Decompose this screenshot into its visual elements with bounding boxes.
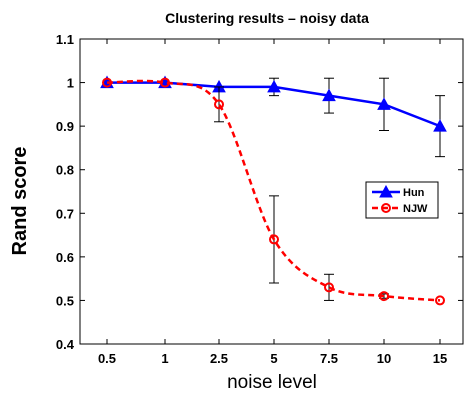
data-point	[435, 295, 445, 306]
x-tick-label: 7.5	[320, 351, 338, 366]
data-point	[322, 88, 336, 102]
series-layer	[100, 75, 447, 306]
x-tick-label: 2.5	[210, 351, 228, 366]
data-point	[433, 119, 447, 132]
y-tick-label: 0.8	[56, 163, 74, 178]
y-tick-label: 1	[67, 76, 74, 91]
data-point	[379, 291, 389, 302]
y-tick-label: 0.9	[56, 119, 74, 134]
x-tick-label: 0.5	[98, 351, 116, 366]
y-tick-label: 0.4	[56, 337, 75, 352]
y-axis-label: Rand score	[9, 147, 31, 256]
data-point	[102, 77, 112, 88]
data-point	[267, 79, 281, 93]
x-tick-label: 1	[161, 351, 168, 366]
series-njw	[102, 77, 445, 306]
y-tick-label: 0.6	[56, 250, 74, 265]
x-axis-label: noise level	[227, 372, 317, 393]
x-tick-label: 15	[433, 351, 447, 366]
series-line	[106, 79, 441, 302]
data-point	[377, 97, 391, 110]
x-tick-label: 10	[377, 351, 391, 366]
y-tick-label: 0.5	[56, 293, 74, 308]
x-axis: 0.5 1 2.5 5 7.5 10 15	[98, 39, 447, 366]
data-point	[269, 234, 279, 245]
y-axis: 0.4 0.5 0.6 0.7 0.8 0.9 1 1.1	[56, 32, 463, 352]
legend-label: Hun	[403, 187, 425, 199]
legend-label: NJW	[403, 203, 428, 215]
legend-marker	[381, 203, 391, 213]
y-tick-label: 1.1	[56, 32, 74, 47]
data-point	[160, 77, 170, 88]
legend-box	[365, 181, 439, 219]
legend-marker	[379, 184, 393, 198]
legend: Hun NJW	[365, 181, 439, 219]
y-tick-label: 0.7	[56, 206, 74, 221]
data-point	[214, 99, 224, 110]
data-point	[324, 282, 334, 293]
x-tick-label: 5	[270, 351, 277, 366]
chart-title: Clustering results – noisy data	[165, 10, 369, 26]
